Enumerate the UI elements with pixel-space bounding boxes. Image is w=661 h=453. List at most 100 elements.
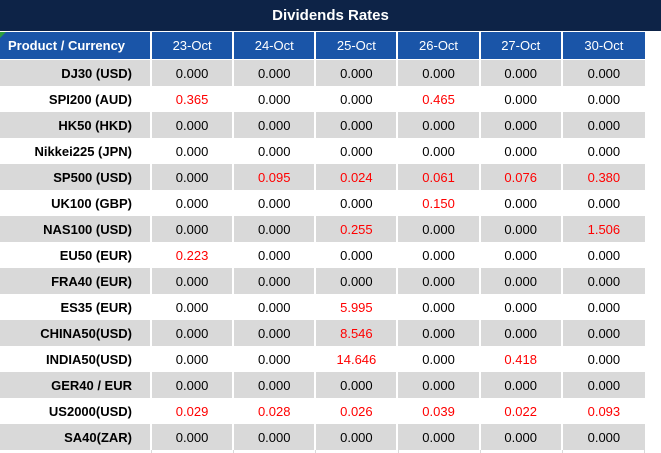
value-cell[interactable]: 0.000 <box>152 138 235 164</box>
value-cell[interactable]: 0.000 <box>480 86 563 112</box>
value-cell[interactable]: 0.026 <box>316 398 399 424</box>
value-cell[interactable]: 0.000 <box>316 86 399 112</box>
value-cell[interactable]: 0.000 <box>152 216 235 242</box>
product-cell[interactable]: FRA40 (EUR) <box>0 268 152 294</box>
date-column-header[interactable]: 25-Oct <box>316 31 399 60</box>
value-cell[interactable]: 0.000 <box>234 216 317 242</box>
value-cell[interactable]: 0.022 <box>480 398 563 424</box>
value-cell[interactable]: 0.000 <box>234 60 317 86</box>
product-cell[interactable]: EU50 (EUR) <box>0 242 152 268</box>
product-cell[interactable]: DJ30 (USD) <box>0 60 152 86</box>
date-column-header[interactable]: 23-Oct <box>152 31 235 60</box>
value-cell[interactable]: 0.000 <box>480 60 563 86</box>
product-cell[interactable]: ES35 (EUR) <box>0 294 152 320</box>
value-cell[interactable]: 0.000 <box>480 268 563 294</box>
value-cell[interactable]: 0.000 <box>152 60 235 86</box>
value-cell[interactable]: 0.000 <box>152 424 235 450</box>
value-cell[interactable]: 0.000 <box>562 242 645 268</box>
value-cell[interactable]: 0.000 <box>480 138 563 164</box>
value-cell[interactable]: 0.000 <box>562 346 645 372</box>
product-cell[interactable]: Nikkei225 (JPN) <box>0 138 152 164</box>
value-cell[interactable]: 0.000 <box>398 294 481 320</box>
product-cell[interactable]: US2000(USD) <box>0 398 152 424</box>
value-cell[interactable]: 14.646 <box>316 346 399 372</box>
product-cell[interactable]: GER40 / EUR <box>0 372 152 398</box>
value-cell[interactable]: 0.000 <box>316 138 399 164</box>
value-cell[interactable]: 0.061 <box>398 164 481 190</box>
value-cell[interactable]: 0.000 <box>316 60 399 86</box>
value-cell[interactable]: 0.028 <box>234 398 317 424</box>
product-cell[interactable]: UK100 (GBP) <box>0 190 152 216</box>
value-cell[interactable]: 0.365 <box>152 86 235 112</box>
value-cell[interactable]: 0.000 <box>398 268 481 294</box>
product-cell[interactable]: SP500 (USD) <box>0 164 152 190</box>
value-cell[interactable]: 0.000 <box>152 112 235 138</box>
value-cell[interactable]: 0.076 <box>480 164 563 190</box>
value-cell[interactable]: 0.000 <box>480 112 563 138</box>
value-cell[interactable]: 0.000 <box>234 424 317 450</box>
value-cell[interactable]: 1.506 <box>562 216 645 242</box>
value-cell[interactable]: 0.029 <box>152 398 235 424</box>
value-cell[interactable]: 0.000 <box>398 320 481 346</box>
value-cell[interactable]: 0.000 <box>562 112 645 138</box>
value-cell[interactable]: 0.000 <box>480 216 563 242</box>
product-cell[interactable]: NAS100 (USD) <box>0 216 152 242</box>
value-cell[interactable]: 0.380 <box>562 164 645 190</box>
value-cell[interactable]: 0.000 <box>316 112 399 138</box>
value-cell[interactable]: 0.000 <box>316 372 399 398</box>
value-cell[interactable]: 0.000 <box>480 424 563 450</box>
value-cell[interactable]: 0.000 <box>234 320 317 346</box>
value-cell[interactable]: 0.000 <box>234 138 317 164</box>
value-cell[interactable]: 0.000 <box>152 190 235 216</box>
product-cell[interactable]: SPI200 (AUD) <box>0 86 152 112</box>
value-cell[interactable]: 0.000 <box>234 372 317 398</box>
value-cell[interactable]: 0.000 <box>234 112 317 138</box>
value-cell[interactable]: 0.000 <box>480 242 563 268</box>
value-cell[interactable]: 0.000 <box>562 372 645 398</box>
value-cell[interactable]: 0.000 <box>234 268 317 294</box>
value-cell[interactable]: 0.000 <box>234 86 317 112</box>
value-cell[interactable]: 0.000 <box>562 86 645 112</box>
value-cell[interactable]: 0.000 <box>480 320 563 346</box>
value-cell[interactable]: 0.000 <box>562 424 645 450</box>
value-cell[interactable]: 0.000 <box>152 320 235 346</box>
value-cell[interactable]: 0.000 <box>316 190 399 216</box>
value-cell[interactable]: 0.223 <box>152 242 235 268</box>
value-cell[interactable]: 0.093 <box>562 398 645 424</box>
value-cell[interactable]: 0.000 <box>234 294 317 320</box>
value-cell[interactable]: 0.000 <box>234 242 317 268</box>
value-cell[interactable]: 0.000 <box>316 268 399 294</box>
value-cell[interactable]: 0.000 <box>398 60 481 86</box>
date-column-header[interactable]: 27-Oct <box>480 31 563 60</box>
value-cell[interactable]: 0.000 <box>398 424 481 450</box>
value-cell[interactable]: 0.000 <box>398 216 481 242</box>
value-cell[interactable]: 0.000 <box>562 320 645 346</box>
value-cell[interactable]: 0.000 <box>152 346 235 372</box>
date-column-header[interactable]: 26-Oct <box>398 31 481 60</box>
value-cell[interactable]: 0.000 <box>398 372 481 398</box>
value-cell[interactable]: 0.000 <box>234 346 317 372</box>
value-cell[interactable]: 0.000 <box>152 164 235 190</box>
value-cell[interactable]: 0.000 <box>398 242 481 268</box>
date-column-header[interactable]: 24-Oct <box>234 31 317 60</box>
value-cell[interactable]: 0.000 <box>234 190 317 216</box>
value-cell[interactable]: 0.039 <box>398 398 481 424</box>
value-cell[interactable]: 0.418 <box>480 346 563 372</box>
value-cell[interactable]: 0.000 <box>316 424 399 450</box>
product-currency-column-header[interactable]: Product / Currency <box>0 31 152 60</box>
value-cell[interactable]: 0.095 <box>234 164 317 190</box>
value-cell[interactable]: 0.465 <box>398 86 481 112</box>
product-cell[interactable]: SA40(ZAR) <box>0 424 152 450</box>
value-cell[interactable]: 0.000 <box>152 268 235 294</box>
value-cell[interactable]: 0.000 <box>398 112 481 138</box>
value-cell[interactable]: 0.000 <box>480 294 563 320</box>
product-cell[interactable]: CHINA50(USD) <box>0 320 152 346</box>
value-cell[interactable]: 0.000 <box>398 138 481 164</box>
value-cell[interactable]: 0.000 <box>480 190 563 216</box>
value-cell[interactable]: 0.000 <box>562 294 645 320</box>
date-column-header[interactable]: 30-Oct <box>562 31 645 60</box>
value-cell[interactable]: 5.995 <box>316 294 399 320</box>
value-cell[interactable]: 0.000 <box>562 268 645 294</box>
value-cell[interactable]: 0.000 <box>152 294 235 320</box>
value-cell[interactable]: 0.000 <box>562 60 645 86</box>
